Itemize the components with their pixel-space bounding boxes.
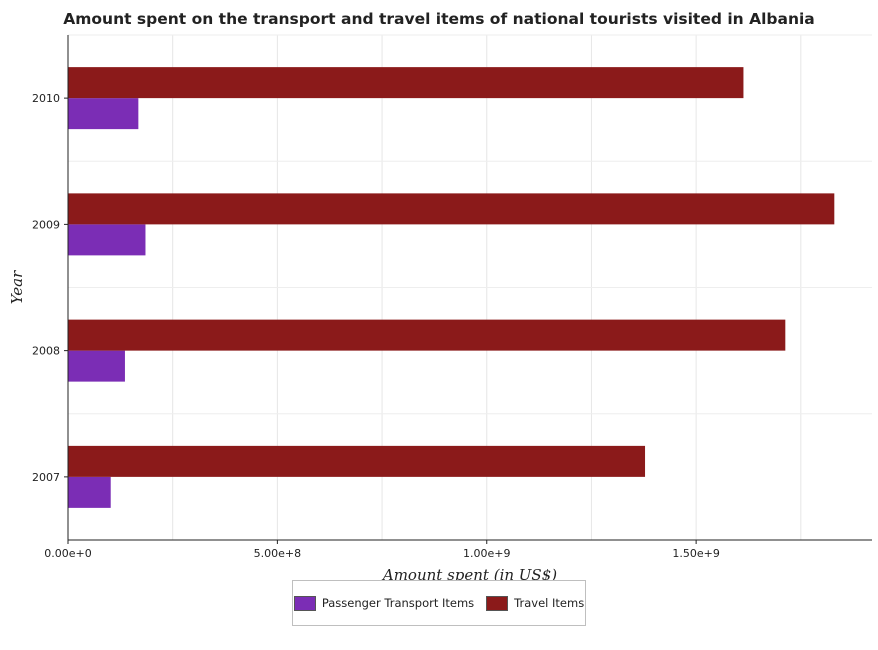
bar-passenger-transport-2009 <box>68 224 146 256</box>
x-tick-label: 1.00e+9 <box>463 547 510 560</box>
bar-travel-items-2008 <box>68 319 786 351</box>
legend-label-passenger-transport: Passenger Transport Items <box>321 596 475 610</box>
y-tick-label: 2007 <box>32 471 60 484</box>
chart-legend: Passenger Transport Items Travel Items <box>292 580 586 626</box>
chart-title: Amount spent on the transport and travel… <box>63 10 815 28</box>
y-tick-label: 2009 <box>32 218 60 231</box>
legend-swatch-travel-items <box>486 595 509 611</box>
y-axis-title: Year <box>8 270 26 304</box>
bar-travel-items-2009 <box>68 193 835 225</box>
x-axis-title: Amount spent (in US$) <box>381 566 557 584</box>
legend-swatch-passenger-transport <box>293 595 316 611</box>
bar-travel-items-2010 <box>68 67 744 99</box>
x-tick-label: 5.00e+8 <box>254 547 301 560</box>
x-tick-label: 0.00e+0 <box>44 547 91 560</box>
legend-item-travel-items: Travel Items <box>486 595 585 611</box>
y-tick-label: 2008 <box>32 345 60 358</box>
y-tick-label: 2010 <box>32 92 60 105</box>
bar-passenger-transport-2010 <box>68 98 139 130</box>
legend-item-passenger-transport: Passenger Transport Items <box>293 595 475 611</box>
legend-label-travel-items: Travel Items <box>514 596 585 610</box>
x-tick-label: 1.50e+9 <box>672 547 719 560</box>
bar-passenger-transport-2008 <box>68 350 125 382</box>
bar-passenger-transport-2007 <box>68 476 111 508</box>
bar-travel-items-2007 <box>68 445 646 477</box>
